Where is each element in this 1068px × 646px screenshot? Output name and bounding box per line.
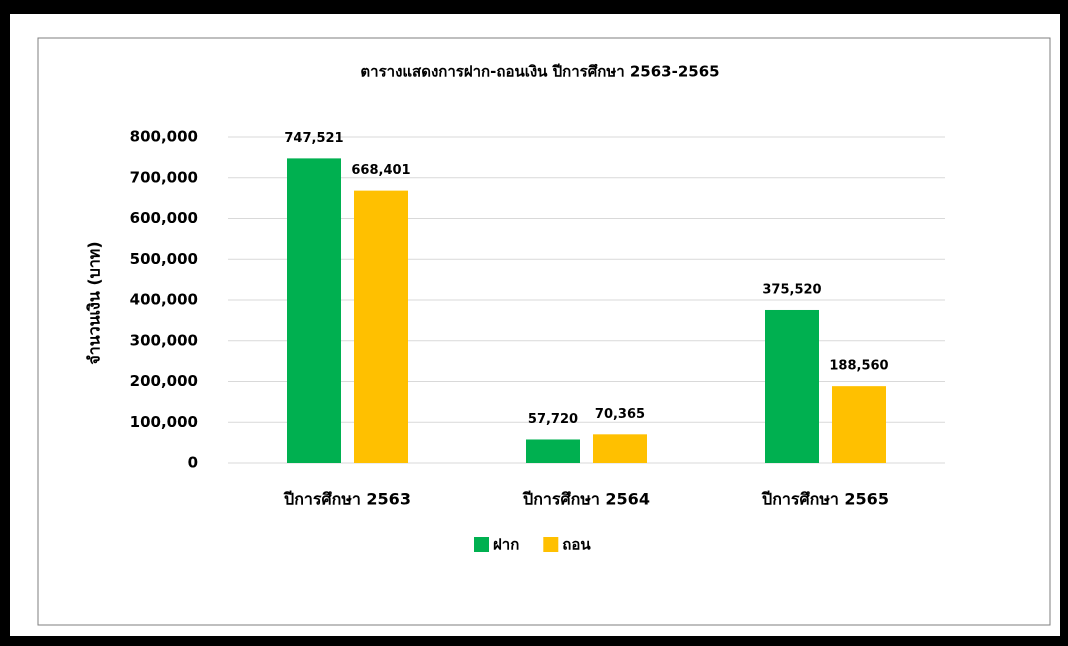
- y-tick-label: 400,000: [130, 291, 198, 309]
- value-label: 375,520: [762, 282, 821, 297]
- x-tick-label: ปีการศึกษา 2564: [522, 490, 650, 509]
- legend-swatch: [474, 537, 489, 552]
- value-label: 70,365: [595, 407, 645, 422]
- y-tick-label: 300,000: [130, 331, 198, 349]
- y-tick-label: 200,000: [130, 372, 198, 390]
- legend-swatch: [543, 537, 559, 552]
- value-label: 747,521: [284, 131, 343, 146]
- value-label: 668,401: [351, 163, 410, 178]
- bar: [832, 386, 886, 463]
- y-axis-label: จำนวนเงิน (บาท): [85, 241, 104, 364]
- legend-label: ฝาก: [493, 536, 519, 554]
- chart-area: [37, 37, 1051, 626]
- y-tick-label: 600,000: [130, 209, 198, 227]
- value-label: 188,560: [829, 359, 888, 374]
- bar: [765, 309, 819, 463]
- bar: [593, 434, 647, 463]
- bar: [526, 439, 580, 463]
- bar: [287, 158, 341, 463]
- y-tick-label: 0: [188, 454, 198, 472]
- x-tick-label: ปีการศึกษา 2563: [283, 490, 411, 509]
- y-tick-label: 700,000: [130, 168, 198, 186]
- value-label: 57,720: [528, 412, 578, 427]
- legend-label: ถอน: [562, 536, 591, 554]
- x-tick-label: ปีการศึกษา 2565: [761, 490, 889, 509]
- y-tick-label: 800,000: [130, 128, 198, 146]
- y-tick-label: 500,000: [130, 250, 198, 268]
- y-tick-label: 100,000: [130, 413, 198, 431]
- bar: [354, 190, 408, 463]
- chart-title: ตารางแสดงการฝาก-ถอนเงิน ปีการศึกษา 2563-…: [360, 63, 719, 81]
